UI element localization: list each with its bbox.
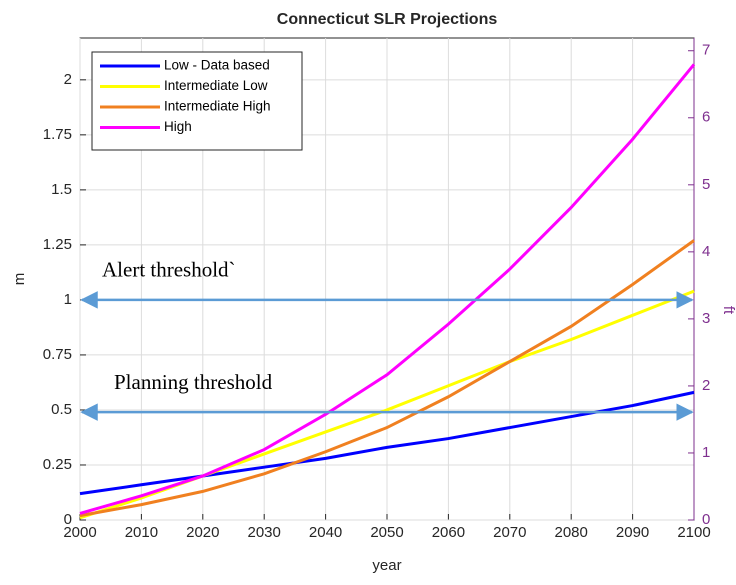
x-tick-label: 2090 xyxy=(616,524,649,541)
y-tick-label: 1.25 xyxy=(43,236,72,253)
x-axis-label: year xyxy=(372,557,401,574)
x-tick-label: 2060 xyxy=(432,524,465,541)
y2-axis-label: ft xyxy=(720,306,736,315)
y-tick-label: 1.5 xyxy=(51,181,72,198)
series-line xyxy=(79,239,695,518)
legend-box xyxy=(91,51,303,151)
y2-tick-label: 0 xyxy=(702,511,710,528)
y-tick-label: 0 xyxy=(64,511,72,528)
series-line xyxy=(79,63,696,515)
x-tick-label: 2020 xyxy=(186,524,219,541)
y-tick-label: 1 xyxy=(64,291,72,308)
y2-tick-label: 7 xyxy=(702,42,710,59)
y2-tick-label: 3 xyxy=(702,310,710,327)
y2-tick-label: 4 xyxy=(702,243,710,260)
x-tick-label: 2000 xyxy=(63,524,96,541)
y-tick-label: 2 xyxy=(64,71,72,88)
y-tick-label: 0.75 xyxy=(43,346,72,363)
legend-label: Low - Data based xyxy=(164,58,270,73)
x-tick-label: 2010 xyxy=(125,524,158,541)
x-tick-label: 2030 xyxy=(248,524,281,541)
legend-label: High xyxy=(164,119,192,134)
y2-tick-label: 1 xyxy=(702,444,710,461)
x-tick-label: 2080 xyxy=(555,524,588,541)
x-tick-label: 2070 xyxy=(493,524,526,541)
chart-title: Connecticut SLR Projections xyxy=(277,11,498,28)
y-tick-label: 0.5 xyxy=(51,401,72,418)
y-tick-label: 1.75 xyxy=(43,126,72,143)
annotation: Planning threshold xyxy=(114,370,273,394)
y2-tick-label: 5 xyxy=(702,176,710,193)
y2-tick-label: 2 xyxy=(702,377,710,394)
annotation: Alert threshold` xyxy=(102,258,236,282)
x-tick-label: 2040 xyxy=(309,524,342,541)
x-tick-label: 2100 xyxy=(677,524,710,541)
y2-tick-label: 6 xyxy=(702,109,710,126)
legend-label: Intermediate High xyxy=(164,99,271,114)
x-tick-label: 2050 xyxy=(370,524,403,541)
y-tick-label: 0.25 xyxy=(43,456,72,473)
legend-label: Intermediate Low xyxy=(164,78,268,93)
y-axis-label: m xyxy=(11,273,28,286)
